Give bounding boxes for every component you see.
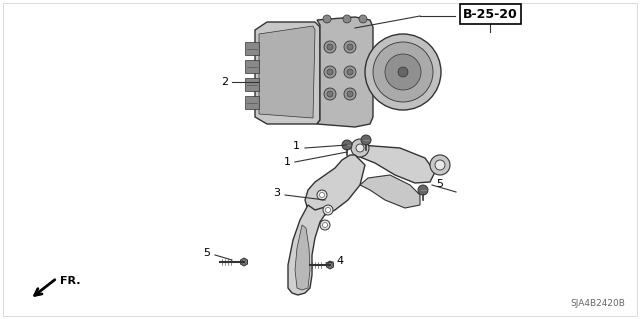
Circle shape — [418, 185, 428, 195]
Circle shape — [327, 44, 333, 50]
Circle shape — [351, 139, 369, 157]
Polygon shape — [259, 26, 315, 118]
Polygon shape — [326, 261, 333, 269]
Circle shape — [323, 205, 333, 215]
Circle shape — [317, 190, 327, 200]
Circle shape — [343, 15, 351, 23]
Circle shape — [327, 91, 333, 97]
Circle shape — [365, 34, 441, 110]
Circle shape — [328, 263, 332, 267]
Circle shape — [359, 15, 367, 23]
Circle shape — [347, 44, 353, 50]
Circle shape — [324, 88, 336, 100]
Polygon shape — [355, 145, 435, 183]
Circle shape — [385, 54, 421, 90]
Text: 4: 4 — [336, 256, 343, 266]
Circle shape — [344, 66, 356, 78]
Bar — [245, 42, 259, 55]
Circle shape — [373, 42, 433, 102]
Circle shape — [347, 91, 353, 97]
Bar — [245, 78, 259, 91]
Circle shape — [361, 135, 371, 145]
Polygon shape — [360, 175, 420, 208]
Circle shape — [319, 192, 324, 197]
Text: 1: 1 — [293, 141, 300, 151]
Bar — [245, 96, 259, 109]
Circle shape — [323, 15, 331, 23]
Circle shape — [320, 220, 330, 230]
Circle shape — [344, 41, 356, 53]
Circle shape — [344, 88, 356, 100]
Circle shape — [347, 69, 353, 75]
Polygon shape — [305, 155, 365, 215]
Text: SJA4B2420B: SJA4B2420B — [570, 299, 625, 308]
Polygon shape — [288, 205, 328, 295]
Polygon shape — [317, 17, 373, 127]
Text: 5: 5 — [203, 248, 210, 258]
Circle shape — [324, 66, 336, 78]
Polygon shape — [295, 225, 310, 290]
Circle shape — [435, 160, 445, 170]
Circle shape — [327, 69, 333, 75]
Circle shape — [356, 144, 364, 152]
Circle shape — [398, 67, 408, 77]
Text: FR.: FR. — [60, 276, 81, 286]
Polygon shape — [241, 258, 248, 266]
Text: 3: 3 — [273, 188, 280, 198]
Circle shape — [324, 41, 336, 53]
Circle shape — [326, 207, 330, 212]
Text: 1: 1 — [284, 157, 291, 167]
Circle shape — [242, 260, 246, 264]
Bar — [245, 60, 259, 73]
Circle shape — [342, 140, 352, 150]
Polygon shape — [255, 22, 320, 124]
Circle shape — [430, 155, 450, 175]
Text: 5: 5 — [436, 179, 443, 189]
Circle shape — [323, 222, 328, 227]
Text: 2: 2 — [221, 77, 228, 87]
Text: B-25-20: B-25-20 — [463, 8, 517, 20]
